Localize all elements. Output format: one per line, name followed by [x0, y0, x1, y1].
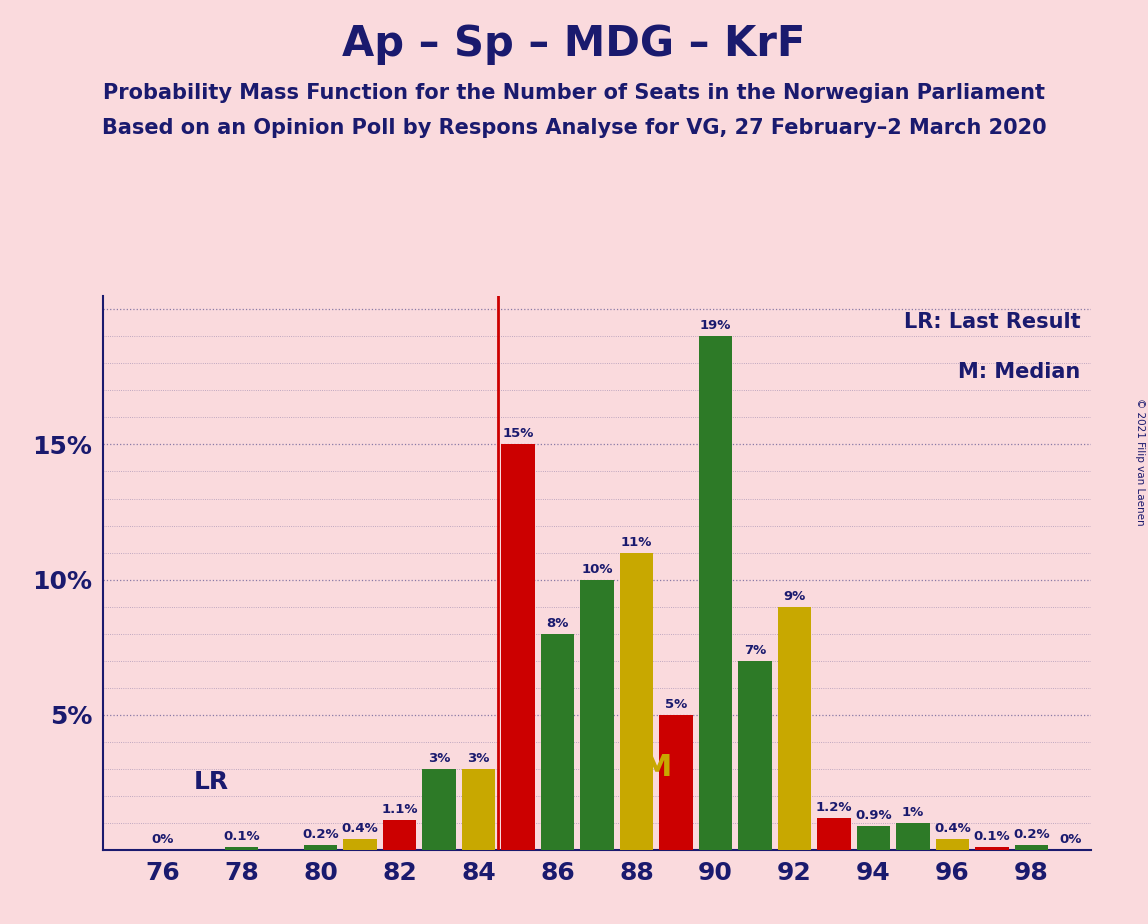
Bar	[422, 769, 456, 850]
Text: 11%: 11%	[621, 536, 652, 549]
Bar	[975, 847, 1009, 850]
Bar	[620, 553, 653, 850]
Text: 8%: 8%	[546, 616, 568, 629]
Text: 0.4%: 0.4%	[342, 822, 379, 835]
Bar	[659, 715, 692, 850]
Bar	[936, 839, 969, 850]
Text: Ap – Sp – MDG – KrF: Ap – Sp – MDG – KrF	[342, 23, 806, 65]
Text: LR: LR	[194, 771, 230, 795]
Bar	[343, 839, 377, 850]
Text: LR: Last Result: LR: Last Result	[905, 312, 1080, 333]
Text: 5%: 5%	[665, 698, 687, 711]
Bar	[461, 769, 495, 850]
Text: 10%: 10%	[581, 563, 613, 576]
Bar	[856, 826, 890, 850]
Text: M: M	[641, 753, 672, 783]
Text: 0.1%: 0.1%	[974, 831, 1010, 844]
Bar	[817, 818, 851, 850]
Text: 0.4%: 0.4%	[934, 822, 971, 835]
Bar	[580, 579, 614, 850]
Text: 0.1%: 0.1%	[223, 831, 259, 844]
Text: 1.2%: 1.2%	[816, 800, 852, 813]
Text: 1%: 1%	[902, 806, 924, 819]
Text: Based on an Opinion Poll by Respons Analyse for VG, 27 February–2 March 2020: Based on an Opinion Poll by Respons Anal…	[102, 118, 1046, 139]
Text: 0.2%: 0.2%	[1013, 828, 1049, 841]
Text: 0.9%: 0.9%	[855, 808, 892, 821]
Text: 0.2%: 0.2%	[302, 828, 339, 841]
Text: 15%: 15%	[503, 428, 534, 441]
Bar	[777, 607, 812, 850]
Text: 0%: 0%	[152, 833, 173, 846]
Text: © 2021 Filip van Laenen: © 2021 Filip van Laenen	[1135, 398, 1145, 526]
Bar	[738, 661, 771, 850]
Bar	[382, 821, 417, 850]
Text: 7%: 7%	[744, 644, 766, 657]
Bar	[1015, 845, 1048, 850]
Text: 9%: 9%	[783, 590, 806, 602]
Bar	[897, 823, 930, 850]
Text: M: Median: M: Median	[959, 362, 1080, 383]
Bar	[225, 847, 258, 850]
Text: 0%: 0%	[1060, 833, 1083, 846]
Text: 1.1%: 1.1%	[381, 803, 418, 816]
Text: Probability Mass Function for the Number of Seats in the Norwegian Parliament: Probability Mass Function for the Number…	[103, 83, 1045, 103]
Bar	[699, 336, 732, 850]
Text: 19%: 19%	[700, 319, 731, 333]
Bar	[541, 634, 574, 850]
Bar	[304, 845, 338, 850]
Bar	[502, 444, 535, 850]
Text: 3%: 3%	[428, 752, 450, 765]
Text: 3%: 3%	[467, 752, 490, 765]
